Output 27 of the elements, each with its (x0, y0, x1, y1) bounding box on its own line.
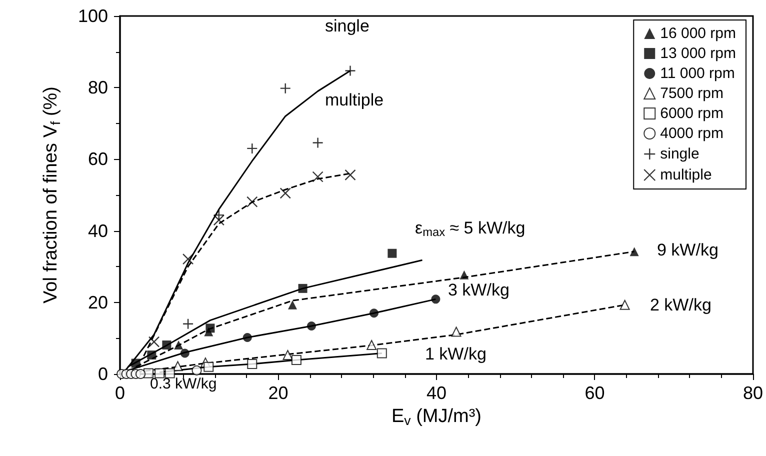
annotation: 3 kW/kg (448, 280, 510, 300)
legend-label: 7500 rpm (660, 85, 724, 102)
x-tick-label: 80 (742, 383, 764, 403)
legend-label: 6000 rpm (660, 105, 724, 122)
y-tick-label: 80 (88, 78, 108, 98)
legend-label: 4000 rpm (660, 125, 724, 142)
y-tick-label: 40 (88, 220, 108, 241)
y-tick-label: 0 (98, 364, 108, 384)
text: 0.3 kW/kg (150, 376, 217, 392)
legend-label: 11 000 rpm (660, 65, 735, 82)
y-tick-label: 100 (78, 6, 108, 26)
legend-label: 13 000 rpm (660, 45, 736, 62)
legend-label: 16 000 rpm (660, 25, 736, 42)
legend-label: single (660, 146, 700, 162)
annotation: single (325, 16, 370, 36)
annotation: 1 kW/kg (425, 344, 486, 364)
x-tick-label: 20 (268, 383, 288, 403)
x-tick-label: 60 (584, 383, 605, 403)
x-tick-label: 0 (114, 383, 126, 403)
annotation: 2 kW/kg (650, 296, 712, 314)
x-tick-label: 40 (426, 383, 447, 403)
y-axis-title: Vol fraction of fines Vf (%) (40, 86, 63, 304)
annotation: multiple (325, 90, 384, 110)
y-tick-label: 60 (88, 149, 108, 170)
y-tick-label: 20 (88, 292, 108, 312)
legend-label: multiple (660, 166, 712, 184)
annotation: 9 kW/kg (657, 240, 718, 260)
